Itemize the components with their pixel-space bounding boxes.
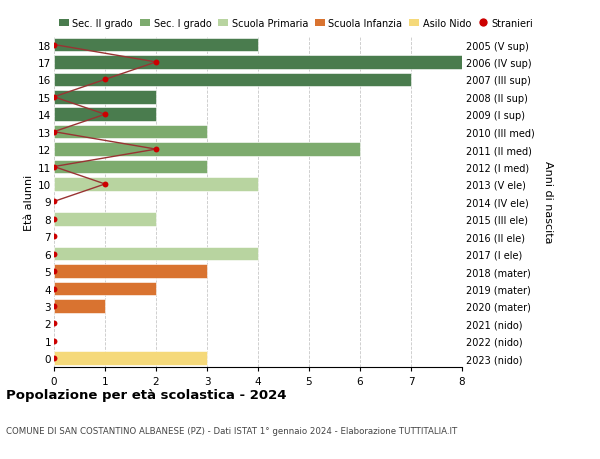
Point: [49, 355, 59, 362]
Legend: Sec. II grado, Sec. I grado, Scuola Primaria, Scuola Infanzia, Asilo Nido, Stran: Sec. II grado, Sec. I grado, Scuola Prim…: [59, 18, 533, 28]
Bar: [54, 91, 156, 104]
Text: COMUNE DI SAN COSTANTINO ALBANESE (PZ) - Dati ISTAT 1° gennaio 2024 - Elaborazio: COMUNE DI SAN COSTANTINO ALBANESE (PZ) -…: [6, 426, 457, 435]
Bar: [54, 56, 462, 70]
Bar: [54, 300, 105, 313]
Point: [151, 146, 161, 153]
Y-axis label: Età alunni: Età alunni: [24, 174, 34, 230]
Point: [49, 302, 59, 310]
Bar: [54, 282, 156, 296]
Point: [49, 198, 59, 206]
Bar: [54, 126, 207, 139]
Point: [151, 59, 161, 67]
Point: [49, 216, 59, 223]
Point: [49, 94, 59, 101]
Bar: [54, 39, 258, 52]
Point: [49, 233, 59, 241]
Point: [100, 181, 110, 188]
Point: [49, 163, 59, 171]
Point: [49, 268, 59, 275]
Bar: [54, 73, 411, 87]
Point: [49, 285, 59, 292]
Bar: [54, 265, 207, 278]
Bar: [54, 352, 207, 365]
Point: [49, 337, 59, 345]
Bar: [54, 160, 207, 174]
Point: [49, 320, 59, 327]
Bar: [54, 178, 258, 191]
Point: [49, 251, 59, 258]
Point: [49, 129, 59, 136]
Point: [100, 77, 110, 84]
Bar: [54, 247, 258, 261]
Bar: [54, 213, 156, 226]
Point: [49, 42, 59, 49]
Bar: [54, 143, 360, 157]
Y-axis label: Anni di nascita: Anni di nascita: [543, 161, 553, 243]
Point: [100, 112, 110, 119]
Bar: [54, 108, 156, 122]
Text: Popolazione per età scolastica - 2024: Popolazione per età scolastica - 2024: [6, 388, 287, 401]
